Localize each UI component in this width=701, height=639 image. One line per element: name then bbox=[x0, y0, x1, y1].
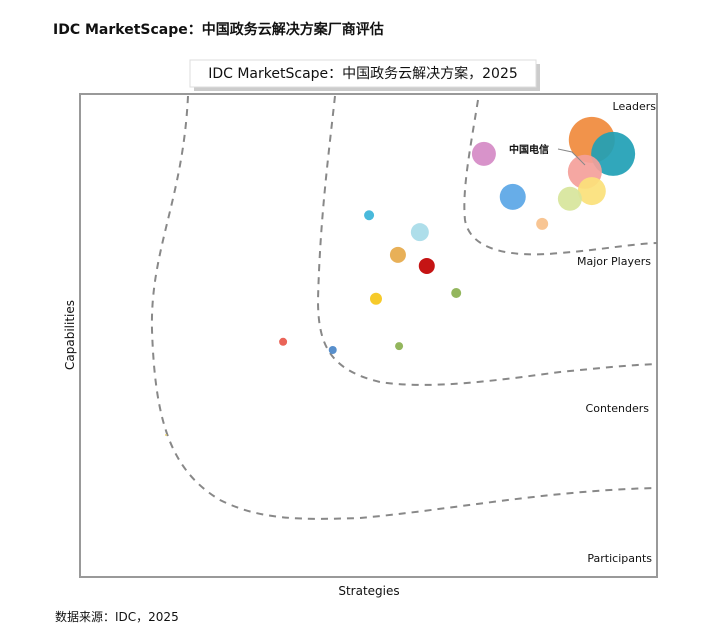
region-curve bbox=[316, 95, 658, 386]
region-label: Leaders bbox=[613, 100, 657, 113]
region-curves bbox=[150, 95, 658, 520]
x-axis-label: Strategies bbox=[338, 584, 399, 598]
region-label: Major Players bbox=[577, 255, 651, 268]
annotation: 中国电信 bbox=[509, 143, 549, 156]
region-curve bbox=[150, 95, 658, 520]
source-note: 数据来源：IDC，2025 bbox=[55, 609, 179, 624]
bubble bbox=[395, 342, 404, 351]
bubble bbox=[536, 217, 549, 230]
bubble bbox=[410, 223, 429, 242]
region-label: Contenders bbox=[586, 402, 650, 415]
title-box bbox=[189, 59, 537, 88]
bubble bbox=[389, 246, 406, 263]
bubble bbox=[370, 292, 383, 305]
region-labels: Leaders Major Players Contenders Partici… bbox=[577, 100, 656, 565]
plot-frame bbox=[79, 93, 658, 578]
bubble bbox=[364, 210, 375, 221]
annotation-leader bbox=[557, 148, 586, 166]
bubble bbox=[471, 141, 496, 166]
bubble bbox=[591, 131, 636, 176]
bubbles bbox=[164, 116, 636, 436]
bubble bbox=[557, 186, 582, 211]
bubble bbox=[418, 257, 435, 274]
bubble bbox=[499, 183, 526, 210]
region-curve bbox=[463, 99, 658, 256]
page-title: IDC MarketScape：中国政务云解决方案厂商评估 bbox=[53, 21, 384, 38]
chart-title: IDC MarketScape：中国政务云解决方案，2025 bbox=[208, 65, 518, 82]
bubble bbox=[451, 287, 462, 298]
bubble bbox=[164, 433, 167, 436]
bubble bbox=[577, 177, 606, 206]
y-axis-label: Capabilities bbox=[63, 300, 77, 370]
bubble bbox=[328, 345, 337, 354]
region-label: Participants bbox=[587, 552, 652, 565]
bubble bbox=[279, 337, 288, 346]
